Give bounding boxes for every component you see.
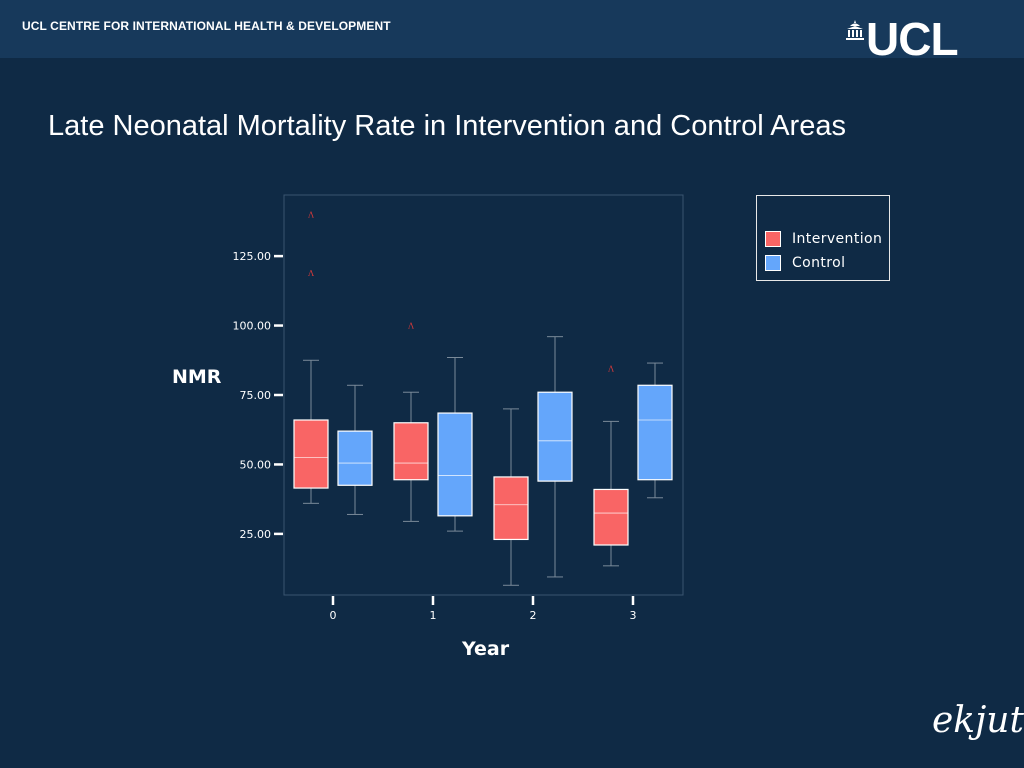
slide-title: Late Neonatal Mortality Rate in Interven… [48,110,846,142]
box-intervention [493,476,529,541]
box-intervention [393,422,429,481]
legend-swatch-control [765,255,781,271]
legend-label-intervention: Intervention [792,231,883,247]
y-tick-label: 100.00 [233,320,272,333]
outlier-marker-intervention: Λ [407,322,414,331]
x-tick-label: 3 [630,609,637,622]
legend: Intervention Control [756,195,890,281]
x-tick-label: 2 [530,609,537,622]
box-control [537,391,573,482]
ekjut-logo: ekjut [932,700,1024,741]
outlier-marker-intervention: Λ [307,269,314,278]
plot-frame [283,194,684,596]
x-tick-label: 1 [430,609,437,622]
portico-icon [846,20,864,40]
y-tick-label: 125.00 [233,250,272,263]
legend-label-control: Control [792,255,846,271]
logo-text: UCL [866,13,959,65]
box-intervention [593,488,629,546]
y-tick-label: 25.00 [240,528,272,541]
box-control [337,430,373,486]
box-control [437,412,473,517]
header-bar: UCL CENTRE FOR INTERNATIONAL HEALTH & DE… [0,0,1024,65]
outlier-marker-intervention: Λ [307,210,314,219]
ucl-logo: UCL [846,13,996,65]
y-tick-label: 75.00 [240,389,272,402]
box-control [637,384,673,481]
outlier-marker-intervention: Λ [607,365,614,374]
y-tick-label: 50.00 [240,458,272,471]
x-axis-title: Year [462,638,510,660]
y-axis-title: NMR [172,366,222,388]
legend-item-intervention: Intervention [765,230,882,248]
legend-item-control: Control [765,254,845,272]
x-tick-label: 0 [330,609,337,622]
box-intervention [293,419,329,489]
legend-swatch-intervention [765,231,781,247]
org-name: UCL CENTRE FOR INTERNATIONAL HEALTH & DE… [22,19,391,33]
